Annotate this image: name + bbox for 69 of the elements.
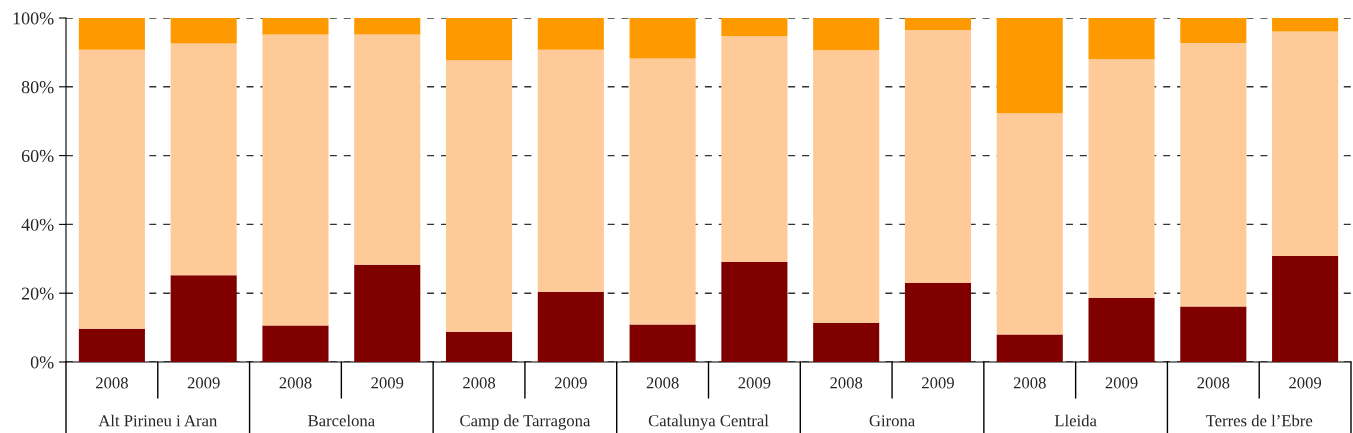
x-tick-label: 2008 xyxy=(463,377,496,389)
x-tick-label: 2009 xyxy=(1289,377,1322,389)
y-tick-label: 20% xyxy=(21,287,54,300)
x-tick-label: 2009 xyxy=(187,377,220,389)
bar xyxy=(1272,31,1339,257)
bar xyxy=(1088,298,1155,362)
bar xyxy=(1272,18,1339,32)
bar xyxy=(1180,43,1247,307)
bar xyxy=(721,18,788,37)
bar xyxy=(78,49,145,329)
bar xyxy=(1088,59,1155,299)
x-tick-label: 2009 xyxy=(371,377,404,389)
bar xyxy=(537,49,604,292)
bar xyxy=(445,60,513,332)
text: Terres de l’Ebre xyxy=(1205,414,1313,427)
bar xyxy=(629,324,696,362)
x-tick-label: 2008 xyxy=(830,377,863,389)
bar xyxy=(78,328,145,362)
x-tick-label: 2009 xyxy=(738,377,771,389)
text: Lleida xyxy=(1054,414,1097,427)
bar xyxy=(445,18,513,61)
bar xyxy=(904,30,972,283)
bar xyxy=(354,34,421,265)
bar xyxy=(904,18,972,31)
text: Catalunya Central xyxy=(648,414,769,430)
bar xyxy=(262,325,329,362)
bar xyxy=(354,264,421,362)
bar xyxy=(721,261,788,362)
bar xyxy=(354,18,421,35)
bar xyxy=(813,18,880,51)
bar xyxy=(813,50,880,323)
y-tick-label: 0% xyxy=(30,356,54,369)
text: Barcelona xyxy=(308,414,375,427)
x-tick-label: 2009 xyxy=(554,377,587,389)
bar xyxy=(262,34,329,326)
bar xyxy=(904,282,972,362)
bar xyxy=(537,291,604,362)
y-tick-label: 80% xyxy=(21,81,54,94)
bar xyxy=(1272,256,1339,362)
x-tick-label: 2008 xyxy=(95,377,128,389)
bar xyxy=(445,331,513,362)
bar xyxy=(629,18,696,59)
bar xyxy=(1180,306,1247,362)
x-tick-label: 2008 xyxy=(1197,377,1230,389)
bar xyxy=(721,36,788,262)
bar xyxy=(170,43,237,276)
bar xyxy=(78,18,145,50)
bar xyxy=(1180,18,1247,44)
text: Alt Pirineu i Aran xyxy=(98,414,218,427)
bar xyxy=(262,18,329,35)
x-tick-label: 2008 xyxy=(646,377,679,389)
x-tick-label: 2009 xyxy=(922,377,954,389)
y-tick-label: 60% xyxy=(21,149,54,163)
y-tick-label: 40% xyxy=(21,218,54,231)
bar xyxy=(170,275,237,362)
bar xyxy=(996,334,1063,362)
bar xyxy=(813,322,880,362)
bar xyxy=(537,18,604,50)
x-tick-label: 2009 xyxy=(1105,377,1138,389)
y-tick-label: 100% xyxy=(13,12,54,25)
bar xyxy=(996,18,1063,114)
bar xyxy=(996,113,1063,335)
text: Girona xyxy=(869,415,915,427)
bar xyxy=(170,18,237,44)
bar xyxy=(629,58,696,325)
x-tick-label: 2008 xyxy=(1013,377,1046,389)
text: Camp de Tarragona xyxy=(460,414,591,430)
x-tick-label: 2008 xyxy=(279,377,312,389)
bar xyxy=(1088,18,1155,60)
